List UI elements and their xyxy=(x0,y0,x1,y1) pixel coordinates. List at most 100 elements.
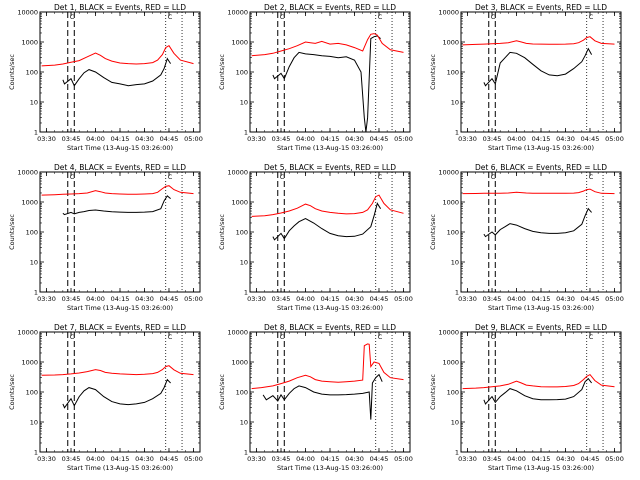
flag-mark: C xyxy=(70,333,75,341)
x-tick-label: 04:00 xyxy=(86,455,105,463)
flag-mark: C xyxy=(491,13,496,21)
y-tick-label: 100 xyxy=(236,229,248,237)
y-tick-label: 1000 xyxy=(21,359,38,367)
x-tick-label: 05:00 xyxy=(394,455,413,463)
flag-mark: C xyxy=(168,173,173,181)
x-axis-label: Start Time (13-Aug-15 03:26:00) xyxy=(488,464,594,472)
panel-det-9: 1 10 100 1000 10000 03:30 03:45 04:00 04:15 04:30… xyxy=(429,323,624,472)
y-axis-label: Counts/sec xyxy=(8,54,16,90)
lld-series-line xyxy=(41,185,194,196)
x-tick-label: 04:00 xyxy=(507,455,526,463)
x-tick-label: 04:00 xyxy=(296,295,315,303)
y-axis-label: Counts/sec xyxy=(429,214,437,250)
plot-frame xyxy=(249,11,411,133)
x-tick-label: 04:00 xyxy=(86,295,105,303)
x-tick-label: 03:45 xyxy=(62,455,81,463)
y-tick-label: 10000 xyxy=(227,169,248,177)
lld-series-line xyxy=(41,365,194,376)
plot-frame xyxy=(249,331,411,453)
x-tick-label: 03:45 xyxy=(483,295,502,303)
panel-det-2: 1 10 100 1000 10000 03:30 03:45 04:00 04:15 04:30… xyxy=(218,3,413,152)
y-tick-label: 1 xyxy=(244,129,248,137)
x-tick-label: 04:45 xyxy=(581,455,600,463)
x-tick-label: 03:45 xyxy=(272,295,291,303)
events-series-line xyxy=(262,373,383,420)
x-tick-label: 03:45 xyxy=(272,135,291,143)
y-tick-label: 10000 xyxy=(227,9,248,17)
y-tick-label: 10 xyxy=(240,99,248,107)
events-series-line xyxy=(483,377,592,405)
x-tick-label: 05:00 xyxy=(605,135,624,143)
x-tick-label: 04:30 xyxy=(135,455,154,463)
y-tick-label: 100 xyxy=(236,389,248,397)
x-tick-label: 04:45 xyxy=(370,295,389,303)
y-tick-label: 1000 xyxy=(231,359,248,367)
panel-det-1: 1 10 100 1000 10000 03:30 03:45 04:00 04:15 04:30… xyxy=(8,3,203,152)
plot-frame xyxy=(39,331,201,453)
y-tick-label: 10000 xyxy=(438,329,459,337)
plot-frame xyxy=(249,171,411,293)
panel-det-8: 1 10 100 1000 10000 03:30 03:45 04:00 04:15 04:30… xyxy=(218,323,413,472)
x-tick-label: 04:15 xyxy=(111,295,130,303)
flag-mark: C xyxy=(589,13,594,21)
events-series-line xyxy=(483,47,593,87)
events-series-line xyxy=(62,195,171,216)
y-tick-label: 10 xyxy=(240,259,248,267)
y-tick-label: 10 xyxy=(451,419,459,427)
y-tick-label: 10 xyxy=(30,419,38,427)
flag-mark: C xyxy=(589,173,594,181)
events-series-line xyxy=(272,202,382,241)
x-axis-label: Start Time (13-Aug-15 03:26:00) xyxy=(488,144,594,152)
lld-series-line xyxy=(462,373,615,390)
y-tick-label: 1000 xyxy=(21,39,38,47)
y-tick-label: 1 xyxy=(34,289,38,297)
y-axis-label: Counts/sec xyxy=(218,374,226,410)
y-tick-label: 100 xyxy=(26,69,38,77)
x-tick-label: 03:30 xyxy=(37,135,56,143)
panel-title: Det 9, BLACK = Events, RED = LLD xyxy=(475,323,607,332)
y-axis-label: Counts/sec xyxy=(218,54,226,90)
x-tick-label: 05:00 xyxy=(394,295,413,303)
x-tick-label: 04:30 xyxy=(556,135,575,143)
events-series-line xyxy=(272,35,381,133)
x-tick-label: 03:30 xyxy=(37,295,56,303)
x-tick-label: 04:30 xyxy=(135,135,154,143)
flag-mark: C xyxy=(280,333,285,341)
y-axis-label: Counts/sec xyxy=(429,54,437,90)
x-tick-label: 04:30 xyxy=(345,295,364,303)
x-tick-label: 04:30 xyxy=(556,455,575,463)
plot-frame xyxy=(460,331,622,453)
panel-title: Det 1, BLACK = Events, RED = LLD xyxy=(54,3,186,12)
y-tick-label: 10000 xyxy=(438,9,459,17)
x-tick-label: 04:00 xyxy=(507,135,526,143)
events-series-line xyxy=(62,57,172,87)
x-tick-label: 04:30 xyxy=(345,135,364,143)
panel-det-4: 1 10 100 1000 10000 03:30 03:45 04:00 04:15 04:30… xyxy=(8,163,203,312)
x-tick-label: 04:15 xyxy=(111,135,130,143)
lld-series-line xyxy=(41,45,194,67)
y-tick-label: 100 xyxy=(447,69,459,77)
x-tick-label: 05:00 xyxy=(605,455,624,463)
x-tick-label: 03:30 xyxy=(458,295,477,303)
x-tick-label: 04:15 xyxy=(321,455,340,463)
x-tick-label: 04:15 xyxy=(532,135,551,143)
x-tick-label: 03:45 xyxy=(272,455,291,463)
x-tick-label: 04:00 xyxy=(507,295,526,303)
flag-mark: C xyxy=(280,13,285,21)
x-tick-label: 03:45 xyxy=(483,135,502,143)
y-tick-label: 1000 xyxy=(442,39,459,47)
x-tick-label: 05:00 xyxy=(184,455,203,463)
y-tick-label: 100 xyxy=(447,389,459,397)
flag-mark: C xyxy=(168,13,173,21)
x-axis-label: Start Time (13-Aug-15 03:26:00) xyxy=(277,304,383,312)
x-tick-label: 04:30 xyxy=(345,455,364,463)
lld-series-line xyxy=(251,33,404,57)
lld-series-line xyxy=(251,194,404,217)
x-tick-label: 04:45 xyxy=(160,295,179,303)
y-tick-label: 1000 xyxy=(231,39,248,47)
panel-det-3: 1 10 100 1000 10000 03:30 03:45 04:00 04:15 04:30… xyxy=(429,3,624,152)
lld-series-line xyxy=(462,188,615,195)
panel-det-5: 1 10 100 1000 10000 03:30 03:45 04:00 04:15 04:30… xyxy=(218,163,413,312)
y-tick-label: 1000 xyxy=(442,199,459,207)
